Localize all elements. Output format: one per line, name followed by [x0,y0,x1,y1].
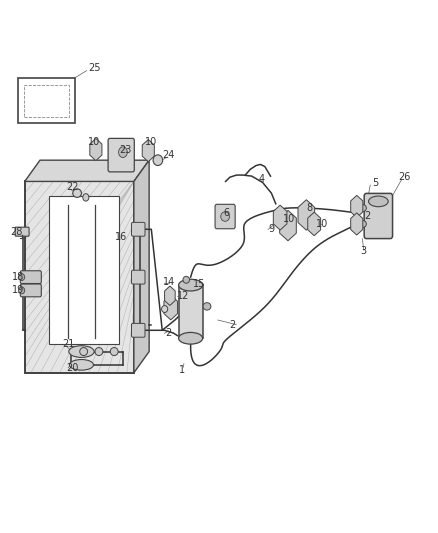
Ellipse shape [359,205,366,212]
Polygon shape [134,160,149,373]
Text: 22: 22 [67,182,79,192]
Text: 2: 2 [229,320,235,330]
Polygon shape [164,295,177,320]
Text: 28: 28 [10,227,22,237]
FancyBboxPatch shape [20,284,41,297]
Polygon shape [142,140,154,161]
Ellipse shape [18,287,25,294]
Polygon shape [351,196,363,217]
Ellipse shape [221,212,230,221]
Bar [24,85,69,117]
Text: 6: 6 [224,208,230,219]
Text: 18: 18 [12,272,24,282]
Text: 1: 1 [179,365,185,375]
Text: 10: 10 [88,136,101,147]
Ellipse shape [162,305,168,312]
Text: 26: 26 [399,172,411,182]
Text: 15: 15 [193,279,205,288]
Ellipse shape [368,196,388,207]
FancyBboxPatch shape [20,271,41,284]
Polygon shape [280,211,296,241]
Text: 10: 10 [315,219,328,229]
Ellipse shape [179,279,203,291]
Polygon shape [298,200,314,230]
Text: 12: 12 [177,290,189,301]
Ellipse shape [95,348,103,356]
Bar [49,196,120,344]
Text: 25: 25 [88,63,101,73]
Text: 21: 21 [62,338,74,349]
Ellipse shape [80,348,88,356]
Ellipse shape [18,273,25,280]
Ellipse shape [183,276,190,283]
Bar [25,181,134,373]
Ellipse shape [119,147,127,158]
Ellipse shape [83,193,89,201]
Ellipse shape [203,303,211,310]
Bar [179,285,203,338]
Ellipse shape [70,360,93,370]
Polygon shape [273,205,287,230]
Text: 3: 3 [360,246,366,255]
Ellipse shape [359,221,366,228]
Text: 24: 24 [162,150,175,160]
Text: 10: 10 [145,136,157,147]
Ellipse shape [25,272,33,282]
FancyBboxPatch shape [131,222,145,236]
FancyBboxPatch shape [15,227,29,236]
Ellipse shape [69,346,94,358]
Ellipse shape [73,189,81,197]
Polygon shape [351,213,363,235]
Text: 4: 4 [259,174,265,184]
Text: 16: 16 [115,232,127,243]
Polygon shape [90,139,102,160]
Text: 20: 20 [67,362,79,373]
Text: 9: 9 [268,224,275,235]
FancyBboxPatch shape [215,204,235,229]
Polygon shape [165,286,175,305]
Bar [18,78,75,123]
FancyBboxPatch shape [131,270,145,284]
Ellipse shape [153,155,162,165]
Text: 5: 5 [372,177,378,188]
Text: 2: 2 [364,211,371,221]
Text: 23: 23 [119,144,131,155]
Text: 10: 10 [283,214,295,224]
Polygon shape [25,160,149,181]
Ellipse shape [110,348,118,356]
Bar [25,181,134,373]
Ellipse shape [179,333,203,344]
Text: 2: 2 [166,328,172,338]
Text: 8: 8 [307,203,313,213]
FancyBboxPatch shape [131,324,145,337]
Text: 19: 19 [12,286,24,295]
FancyBboxPatch shape [364,193,392,239]
Text: 14: 14 [162,278,175,287]
FancyBboxPatch shape [108,139,134,172]
Polygon shape [308,212,321,236]
